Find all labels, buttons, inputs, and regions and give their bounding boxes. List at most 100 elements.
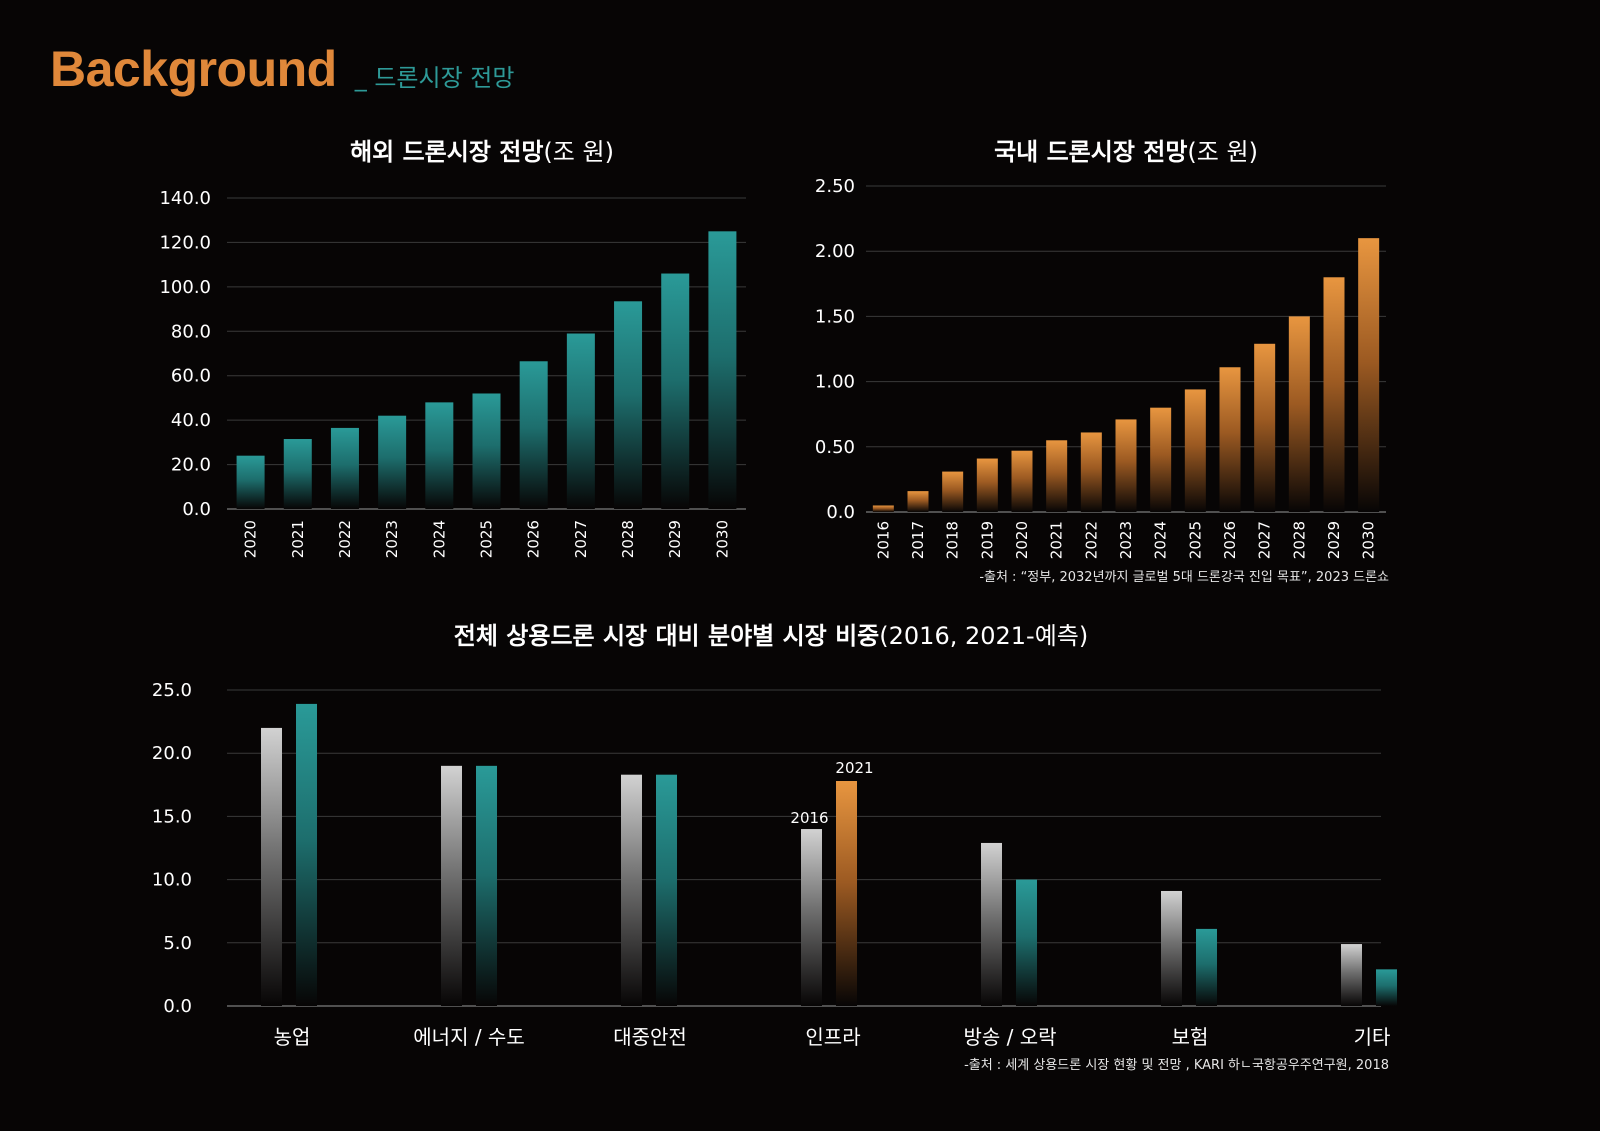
chart2-y-tick: 2.50: [815, 176, 855, 197]
chart2-bar: [942, 471, 964, 512]
chart2-y-tick: 2.00: [815, 241, 855, 262]
chart3-y-tick: 0.0: [163, 996, 192, 1017]
chart1-bar: [378, 415, 407, 509]
chart1-y-tick: 40.0: [171, 410, 211, 431]
chart1-x-tick: 2021: [289, 520, 307, 558]
chart1-y-tick: 60.0: [171, 366, 211, 387]
chart2-x-tick: 2026: [1221, 521, 1239, 559]
chart1-title-bold: 해외 드론시장 전망: [350, 138, 543, 166]
chart1-x-tick: 2023: [383, 520, 401, 558]
chart2-title: 국내 드론시장 전망(조 원): [994, 138, 1258, 166]
overseas-market-chart: 해외 드론시장 전망(조 원) 0.0 20.0 40.0 60.0 80.0 100.0…: [159, 138, 746, 558]
chart3-category-label: 농업: [274, 1025, 311, 1049]
chart3-bar-2021: [836, 781, 857, 1006]
chart1-y-ticks: 0.0 20.0 40.0 60.0 80.0 100.0 120.0 140.0: [159, 188, 211, 520]
chart2-x-tick: 2024: [1152, 521, 1170, 559]
chart3-y-tick: 15.0: [152, 806, 192, 827]
chart2-x-tick: 2028: [1290, 521, 1308, 559]
chart1-bars: [236, 231, 737, 510]
chart1-bar: [236, 455, 265, 509]
chart3-bar-2016: [801, 829, 822, 1006]
chart3-bar-2021: [1376, 969, 1397, 1006]
chart2-x-tick: 2017: [909, 521, 927, 559]
chart1-bar: [566, 333, 595, 509]
chart1-bar: [472, 393, 501, 509]
chart2-bar: [1358, 238, 1380, 512]
chart1-x-tick: 2029: [666, 520, 684, 558]
chart2-x-tick: 2019: [978, 521, 996, 559]
chart3-title: 전체 상용드론 시장 대비 분야별 시장 비중(2016, 2021-예측): [454, 622, 1088, 650]
chart3-y-tick: 5.0: [163, 933, 192, 954]
chart2-bars: [872, 238, 1380, 512]
chart2-bar: [1115, 419, 1137, 512]
chart2-bar: [907, 491, 929, 512]
chart3-bar-2016: [441, 765, 462, 1006]
chart3-bar-2016: [1341, 944, 1362, 1006]
chart2-x-tick: 2025: [1186, 521, 1204, 559]
chart1-y-tick: 20.0: [171, 455, 211, 476]
chart2-y-tick: 1.50: [815, 306, 855, 327]
chart3-bar-2021: [296, 703, 317, 1006]
chart3-bar-2016: [981, 842, 1002, 1006]
chart1-x-tick: 2027: [572, 520, 590, 558]
chart2-bar: [1219, 367, 1241, 512]
chart3-category-label: 보험: [1172, 1025, 1209, 1049]
chart1-y-tick: 80.0: [171, 321, 211, 342]
chart2-bar: [1011, 450, 1033, 512]
chart1-x-ticks: 2020 2021 2022 2023 2024 2025 2026 2027 2028 2029…: [242, 520, 732, 558]
chart2-x-tick: 2030: [1360, 521, 1378, 559]
chart2-bar: [1323, 277, 1345, 512]
page-title: Background: [50, 41, 337, 97]
page-header: Background _ 드론시장 전망: [50, 40, 514, 98]
chart1-bar: [519, 361, 548, 509]
chart2-y-tick: 0.0: [826, 502, 855, 523]
chart1-x-tick: 2028: [619, 520, 637, 558]
chart3-bar-2021: [1196, 928, 1217, 1006]
chart3-title-bold: 전체 상용드론 시장 대비 분야별 시장 비중: [454, 622, 880, 650]
chart3-bar-2016: [621, 774, 642, 1006]
chart2-bar: [976, 458, 998, 512]
chart3-annotation-2021: 2021: [835, 759, 873, 777]
chart1-title: 해외 드론시장 전망(조 원): [350, 138, 614, 166]
chart1-bar: [708, 231, 737, 510]
chart1-y-tick: 0.0: [182, 499, 211, 520]
chart1-x-tick: 2026: [525, 520, 543, 558]
chart3-annotation-2016: 2016: [790, 809, 828, 827]
chart2-x-tick: 2020: [1013, 521, 1031, 559]
chart2-bar: [1254, 343, 1276, 512]
chart1-x-tick: 2030: [713, 520, 731, 558]
chart3-bar-2021: [656, 774, 677, 1006]
chart3-category-label: 기타: [1354, 1025, 1391, 1049]
chart2-title-bold: 국내 드론시장 전망: [994, 138, 1187, 166]
chart3-y-tick: 25.0: [152, 680, 192, 701]
chart3-bar-2021: [476, 765, 497, 1006]
chart3-category-label: 인프라: [805, 1025, 860, 1049]
chart1-bar: [425, 402, 454, 509]
chart3-y-tick: 10.0: [152, 870, 192, 891]
chart3-annotations: 2016 2021: [790, 759, 873, 827]
chart3-bar-2016: [261, 727, 282, 1006]
chart2-title-unit: (조 원): [1187, 138, 1258, 166]
chart1-x-tick: 2025: [478, 520, 496, 558]
chart1-x-tick: 2020: [242, 520, 260, 558]
chart2-x-tick: 2027: [1256, 521, 1274, 559]
chart1-bar: [283, 439, 312, 509]
domestic-market-chart: 국내 드론시장 전망(조 원) 0.00.501.001.502.002.50 …: [815, 138, 1389, 585]
chart2-source: -출처 : “정부, 2032년까지 글로벌 5대 드론강국 진입 목표”, 2…: [979, 570, 1389, 585]
chart2-bar: [1184, 389, 1206, 512]
chart2-bar: [1150, 407, 1172, 512]
chart2-x-tick: 2022: [1082, 521, 1100, 559]
chart2-y-tick: 1.00: [815, 372, 855, 393]
chart3-y-tick: 20.0: [152, 743, 192, 764]
chart2-bar: [1288, 316, 1310, 512]
chart1-bar: [614, 301, 643, 509]
chart2-x-tick: 2023: [1117, 521, 1135, 559]
chart2-x-ticks: 2016 2017 2018 2019 2020 2021 2022 2023 2024 2025…: [874, 521, 1377, 559]
chart3-category-label: 방송 / 오락: [963, 1025, 1056, 1049]
chart2-x-tick: 2016: [874, 521, 892, 559]
chart2-y-tick: 0.50: [815, 437, 855, 458]
chart2-x-tick: 2021: [1048, 521, 1066, 559]
chart3-category-label: 대중안전: [613, 1025, 687, 1049]
page-subtitle: _ 드론시장 전망: [354, 64, 515, 92]
